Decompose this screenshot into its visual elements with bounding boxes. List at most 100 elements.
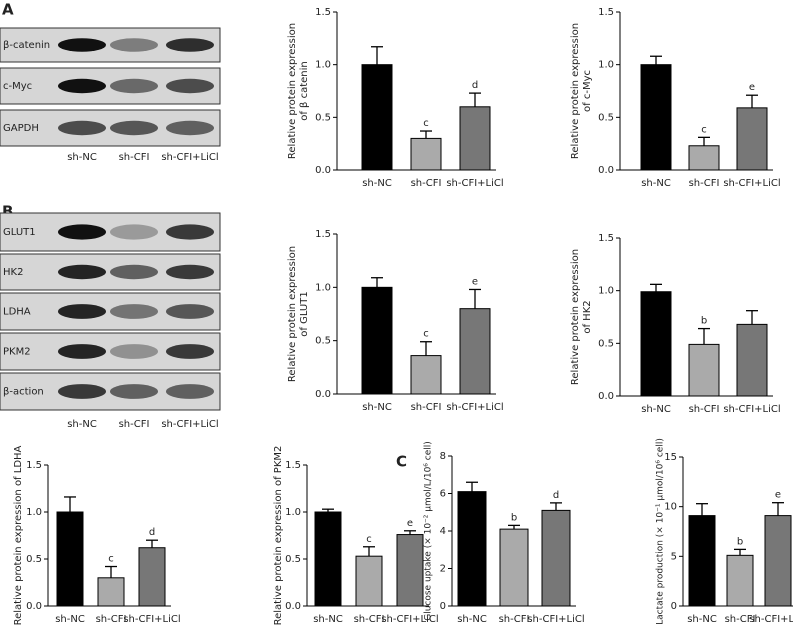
y-tick-label: 1.0 [598,286,614,297]
blot-band [166,38,214,52]
significance-label: e [407,518,413,529]
blot-band [166,264,214,280]
blot-band [166,304,214,319]
y-tick-label: 1.5 [598,7,614,18]
x-tick-label: sh-CFI+LiCl [723,404,780,415]
panel-label: B [2,203,13,221]
bar [355,555,383,607]
blot-band [58,304,106,319]
significance-label: c [423,329,429,340]
significance-label: c [366,534,372,545]
x-tick-label: sh-NC [687,614,717,625]
significance-label: e [749,82,755,93]
significance-label: b [737,536,743,547]
bar [457,491,487,607]
y-axis-label: of HK2 [582,300,593,333]
significance-label: c [701,124,707,135]
lane-label: sh-CFI+LiCl [161,419,218,430]
bar [688,343,720,397]
y-tick-label: 1.5 [285,460,301,471]
y-tick-label: 0.5 [315,336,331,347]
y-tick-label: 1.0 [598,60,614,71]
y-tick-label: 6 [440,489,446,500]
y-tick-label: 0.5 [285,554,301,565]
x-tick-label: sh-NC [457,614,487,625]
blot-band [166,224,214,240]
x-tick-label: sh-CFI [689,404,720,415]
y-tick-label: 0.0 [26,601,42,612]
lane-label: sh-CFI [119,419,150,430]
blot-band [58,38,106,52]
significance-label: b [701,316,707,327]
x-tick-label: sh-CFI+LiCl [446,178,503,189]
bar [640,64,672,171]
blot-band [58,78,106,94]
y-tick-label: 0 [440,601,446,612]
blot-band [58,120,106,136]
significance-label: e [775,490,781,501]
y-tick-label: 0.5 [26,554,42,565]
significance-label: e [472,276,478,287]
y-tick-label: 10 [664,502,677,513]
blot-band [166,344,214,359]
blot-row-label: β-catenin [3,40,50,51]
blot-band [110,224,158,240]
panel-label: A [2,1,14,19]
x-tick-label: sh-CFI+LiCl [446,402,503,413]
x-tick-label: sh-CFI+LiCl [723,178,780,189]
bar [314,511,342,607]
y-tick-label: 1.0 [26,507,42,518]
blot-band [166,78,214,94]
y-axis-label: Relative protein expression of LDHA [13,445,24,625]
significance-label: d [472,80,478,91]
significance-label: c [423,118,429,129]
lane-label: sh-CFI [119,152,150,163]
bar [726,554,754,607]
x-tick-label: sh-NC [641,178,671,189]
x-tick-label: sh-CFI+LiCl [123,614,180,625]
y-tick-label: 0.0 [315,389,331,400]
y-axis-label: Glucose uptake (× 10⁻² μmol/L/10⁶ cell) [424,441,434,621]
x-tick-label: sh-CFI [499,614,530,625]
x-tick-label: sh-CFI+LiCl [527,614,584,625]
blot-band [110,304,158,319]
x-tick-label: sh-CFI+LiCl [381,614,438,625]
y-tick-label: 1.5 [26,460,42,471]
blot-band [110,384,158,399]
bar [410,137,442,171]
blot-row-label: GAPDH [3,123,39,134]
panel-label: C [396,453,407,471]
y-tick-label: 0.5 [598,112,614,123]
bar [361,286,393,395]
y-tick-label: 0.0 [285,601,301,612]
y-axis-label: of GLUT1 [299,291,310,336]
y-tick-label: 1.5 [315,7,331,18]
y-tick-label: 0.0 [598,391,614,402]
blot-row-label: β-action [3,387,44,398]
y-tick-label: 4 [440,526,446,537]
y-tick-label: 1.0 [315,60,331,71]
lane-label: sh-NC [67,152,97,163]
blot-band [110,344,158,359]
y-tick-label: 0.5 [598,338,614,349]
x-tick-label: sh-CFI [411,178,442,189]
blot-row-label: LDHA [3,307,31,318]
y-axis-label: Relative protein expression [287,246,298,382]
y-tick-label: 1.0 [285,507,301,518]
y-tick-label: 8 [440,451,446,462]
bar [459,106,491,171]
y-tick-label: 0.0 [598,165,614,176]
bar [640,291,672,397]
x-tick-label: sh-NC [313,614,343,625]
bar [138,547,166,607]
bar [688,145,720,171]
y-tick-label: 5 [671,551,677,562]
blot-band [58,344,106,359]
bar [736,323,768,397]
x-tick-label: sh-CFI [689,178,720,189]
y-tick-label: 2 [440,564,446,575]
significance-label: b [511,512,517,523]
y-tick-label: 1.0 [315,282,331,293]
blot-band [166,120,214,136]
